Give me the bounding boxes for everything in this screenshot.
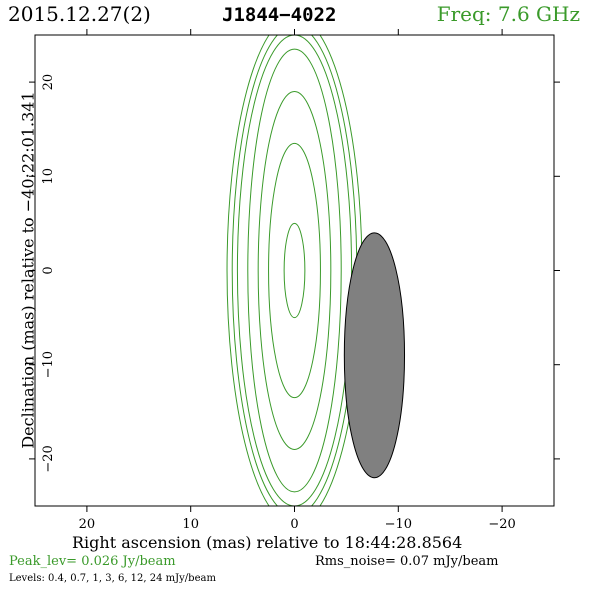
contour-0 (226, 35, 363, 506)
observation-date: 2015.12.27(2) (8, 2, 151, 26)
y-tick-label: 0 (41, 266, 56, 274)
y-tick-label: −20 (41, 445, 56, 472)
rms-noise-text: Rms_noise= 0.07 mJy/beam (315, 554, 499, 569)
x-tick-label: 20 (79, 517, 96, 532)
frequency-label: Freq: 7.6 GHz (436, 2, 580, 26)
contour-1 (231, 35, 358, 506)
contour-group (226, 35, 363, 506)
x-tick-label: −10 (385, 517, 412, 532)
contour-2 (236, 35, 353, 506)
plot-frame (34, 34, 555, 507)
beam-ellipse (343, 232, 406, 479)
y-axis-label: Declination (mas) relative to −40:22:01.… (18, 91, 38, 449)
x-tick-label: 10 (182, 517, 199, 532)
y-tick-label: 20 (41, 74, 56, 91)
x-axis-label: Right ascension (mas) relative to 18:44:… (72, 533, 463, 552)
contour-4 (257, 91, 332, 450)
contour-6 (283, 222, 306, 319)
y-tick-label: 10 (41, 168, 56, 185)
source-name: J1844−4022 (222, 4, 337, 26)
contour-3 (247, 48, 342, 493)
axis-ticks: 20 10 0 −10 −20 20 10 0 −10 −20 (29, 29, 560, 532)
x-tick-label: −20 (488, 517, 515, 532)
y-tick-label: −10 (41, 351, 56, 378)
peak-level-text: Peak_lev= 0.026 Jy/beam (9, 554, 176, 569)
contour-5 (268, 142, 321, 399)
beam-group (343, 232, 406, 479)
contour-levels-text: Levels: 0.4, 0.7, 1, 3, 6, 12, 24 mJy/be… (9, 573, 216, 584)
x-tick-label: 0 (290, 517, 298, 532)
